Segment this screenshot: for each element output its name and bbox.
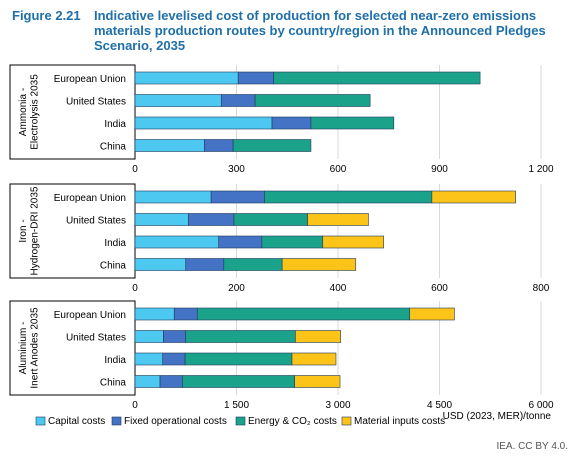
panel-3-category-european-union: European Union [54, 310, 126, 321]
panel-2-bar-india-material [322, 235, 384, 249]
panel-1-bar-india-energy [310, 116, 395, 130]
legend-swatch-capital [35, 416, 46, 426]
legend-label-energy: Energy & CO₂ costs [248, 416, 337, 427]
panel-2-bar-china-energy [223, 258, 283, 271]
panel-1-tick-label-0: 0 [132, 164, 138, 175]
panel-2-bar-european-union-capital [134, 190, 212, 204]
panel-3-tick-label-2: 3 000 [325, 400, 350, 411]
panel-1-tick-label-2: 600 [330, 164, 347, 175]
panel-3-bar-china-energy [182, 375, 295, 388]
panel-3-tick-label-1: 1 500 [224, 400, 249, 411]
panel-2-category-china: China [100, 261, 127, 272]
legend-swatch-material [341, 416, 352, 426]
panel-1-label: Ammonia -Electrolysis 2035 [18, 74, 41, 150]
panel-3-bar-china-material [294, 375, 341, 388]
panel-3-tick-label-0: 0 [132, 400, 138, 411]
panel-3-bar-china-capital [134, 375, 161, 388]
panel-2-bar-united-states-fixed [187, 213, 235, 226]
panel-2-tick-label-1: 200 [228, 283, 245, 294]
panel-2-bar-india-fixed [218, 235, 263, 249]
panel-2-bar-china-fixed [185, 258, 225, 271]
panel-1-bar-european-union-fixed [237, 71, 275, 85]
panel-3-bar-united-states-energy [185, 330, 296, 343]
panel-2-bar-china-capital [134, 258, 187, 271]
panel-1-bar-united-states-fixed [220, 94, 256, 107]
panel-3-category-china: China [100, 378, 127, 389]
figure-number: Figure 2.21 [12, 8, 81, 23]
panel-1-category-india: India [104, 119, 126, 130]
panel-2-label: Iron -Hydrogen-DRI 2035 [18, 186, 41, 275]
panel-1-category-united-states: United States [66, 97, 126, 108]
panel-3-bar-china-fixed [159, 375, 183, 388]
legend-label-material: Material inputs costs [354, 416, 445, 427]
panel-1-category-european-union: European Union [54, 74, 126, 85]
panel-1-bar-united-states-energy [254, 94, 371, 107]
panel-3-bar-european-union-capital [134, 307, 175, 321]
panel-1-bar-china-capital [134, 139, 205, 152]
panel-3-category-india: India [104, 355, 126, 366]
panel-1-bar-european-union-energy [273, 71, 481, 85]
panel-2-bar-india-energy [261, 235, 324, 249]
source-credit: IEA. CC BY 4.0. [496, 441, 568, 452]
panel-2-category-india: India [104, 238, 126, 249]
panel-2-tick-label-3: 600 [431, 283, 448, 294]
panel-2-bar-united-states-material [307, 213, 369, 226]
panel-3-bar-india-capital [134, 352, 164, 366]
panel-3-bar-united-states-material [295, 330, 342, 343]
panel-2-bar-european-union-energy [264, 190, 433, 204]
legend-label-fixed: Fixed operational costs [124, 416, 227, 427]
panel-2-tick-label-2: 400 [330, 283, 347, 294]
panel-1-bar-united-states-capital [134, 94, 222, 107]
panel-1-tick-label-3: 900 [431, 164, 448, 175]
panel-2-category-united-states: United States [66, 216, 126, 227]
panel-2-bar-united-states-energy [233, 213, 308, 226]
figure-title: Indicative levelised cost of production … [94, 8, 546, 53]
panel-2-category-european-union: European Union [54, 193, 126, 204]
panel-2-bar-india-capital [134, 235, 220, 249]
panel-3-bar-india-material [291, 352, 337, 366]
panel-3-bar-united-states-fixed [163, 330, 187, 343]
panel-3-tick-label-3: 4 500 [427, 400, 452, 411]
panel-3-label: Aluminium -Inert Anodes 2035 [18, 307, 41, 389]
panel-3-x-axis-label: USD (2023, MER)/tonne [443, 411, 552, 422]
legend-label-capital: Capital costs [48, 416, 105, 427]
panel-2-bar-european-union-material [431, 190, 516, 204]
panel-2-bar-united-states-capital [134, 213, 189, 226]
panel-1-tick-label-1: 300 [228, 164, 245, 175]
panel-1-tick-label-4: 1 200 [528, 164, 553, 175]
panel-1-bar-european-union-capital [134, 71, 239, 85]
panel-3-bar-european-union-fixed [173, 307, 198, 321]
panel-1-bar-china-energy [232, 139, 312, 152]
panel-3-bar-european-union-material [409, 307, 455, 321]
panel-2-bar-european-union-fixed [210, 190, 265, 204]
panel-1-bar-china-fixed [204, 139, 234, 152]
panel-3-tick-label-4: 6 000 [528, 400, 553, 411]
legend-swatch-energy [235, 416, 246, 426]
panel-2-bar-china-material [281, 258, 357, 271]
panel-1-bar-india-capital [134, 116, 273, 130]
panel-1-bar-india-fixed [271, 116, 312, 130]
panel-2-tick-label-0: 0 [132, 283, 138, 294]
panel-3-category-united-states: United States [66, 333, 126, 344]
panel-3-bar-united-states-capital [134, 330, 164, 343]
panel-3-bar-india-energy [184, 352, 293, 366]
panel-1-category-china: China [100, 142, 127, 153]
legend-swatch-fixed [111, 416, 122, 426]
panel-2-tick-label-4: 800 [533, 283, 550, 294]
panel-3-bar-india-fixed [162, 352, 186, 366]
panel-3-bar-european-union-energy [196, 307, 411, 321]
